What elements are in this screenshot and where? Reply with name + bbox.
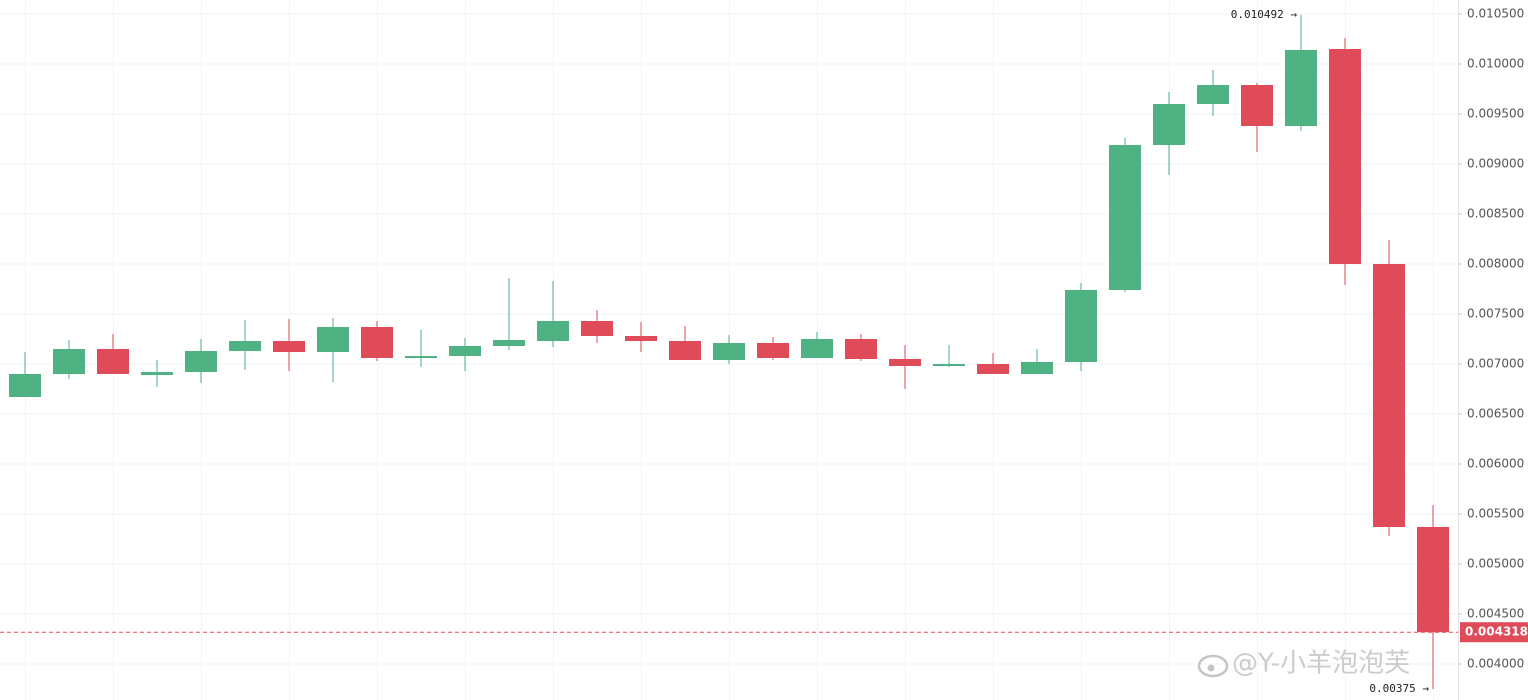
candle-body bbox=[1241, 85, 1273, 126]
y-tick-label: 0.005000 bbox=[1467, 557, 1524, 571]
candle-body bbox=[845, 339, 877, 359]
last-price-box bbox=[1460, 622, 1528, 643]
y-tick-label: 0.004000 bbox=[1467, 657, 1524, 671]
candle-body bbox=[757, 343, 789, 358]
candle-body bbox=[713, 343, 745, 360]
watermark-icon-dot bbox=[1207, 664, 1215, 672]
candle-body bbox=[669, 341, 701, 360]
annotation: 0.010492 → bbox=[1231, 8, 1298, 21]
candle-body bbox=[1197, 85, 1229, 104]
y-tick-label: 0.008000 bbox=[1467, 257, 1524, 271]
candle-body bbox=[1153, 104, 1185, 145]
candle-body bbox=[1373, 264, 1405, 527]
candle-body bbox=[185, 351, 217, 372]
candle-body bbox=[229, 341, 261, 351]
candle-body bbox=[933, 364, 965, 366]
candle-body bbox=[1065, 290, 1097, 362]
y-tick-label: 0.007000 bbox=[1467, 357, 1524, 371]
last-price-label: 0.004318 bbox=[1465, 625, 1528, 639]
candle-body bbox=[1285, 50, 1317, 126]
watermark: @Y-小羊泡泡芙 bbox=[1197, 649, 1410, 679]
y-tick-label: 0.008500 bbox=[1467, 207, 1524, 221]
candle-body bbox=[1329, 49, 1361, 264]
candle-body bbox=[53, 349, 85, 374]
candle-body bbox=[449, 346, 481, 356]
y-tick-label: 0.009000 bbox=[1467, 157, 1524, 171]
candle-body bbox=[537, 321, 569, 341]
candle-body bbox=[9, 374, 41, 397]
candle-body bbox=[273, 341, 305, 352]
candle-body bbox=[801, 339, 833, 358]
y-tick-label: 0.005500 bbox=[1467, 507, 1524, 521]
candle-body bbox=[977, 364, 1009, 374]
plot-area: 0.010492 → 0.00375 → bbox=[0, 0, 1458, 700]
y-tick-label: 0.007500 bbox=[1467, 307, 1524, 321]
candle-body bbox=[625, 336, 657, 341]
candle-body bbox=[97, 349, 129, 374]
candle-body bbox=[361, 327, 393, 358]
candle-body bbox=[405, 356, 437, 358]
candle-body bbox=[317, 327, 349, 352]
y-tick-label: 0.006500 bbox=[1467, 407, 1524, 421]
y-tick-label: 0.009500 bbox=[1467, 107, 1524, 121]
y-tick-label: 0.004500 bbox=[1467, 607, 1524, 621]
candle-body bbox=[889, 359, 921, 366]
candle-body bbox=[141, 372, 173, 375]
candle-body bbox=[581, 321, 613, 336]
candle-body bbox=[493, 340, 525, 346]
candle-body bbox=[1021, 362, 1053, 374]
y-tick-label: 0.010000 bbox=[1467, 57, 1524, 71]
y-tick-label: 0.006000 bbox=[1467, 457, 1524, 471]
annotation: 0.00375 → bbox=[1369, 682, 1429, 695]
watermark-text: @Y-小羊泡泡芙 bbox=[1232, 649, 1410, 679]
candle-body bbox=[1109, 145, 1141, 290]
watermark-icon bbox=[1197, 654, 1229, 678]
y-tick-label: 0.010500 bbox=[1467, 7, 1524, 21]
candle-body bbox=[1417, 527, 1449, 633]
